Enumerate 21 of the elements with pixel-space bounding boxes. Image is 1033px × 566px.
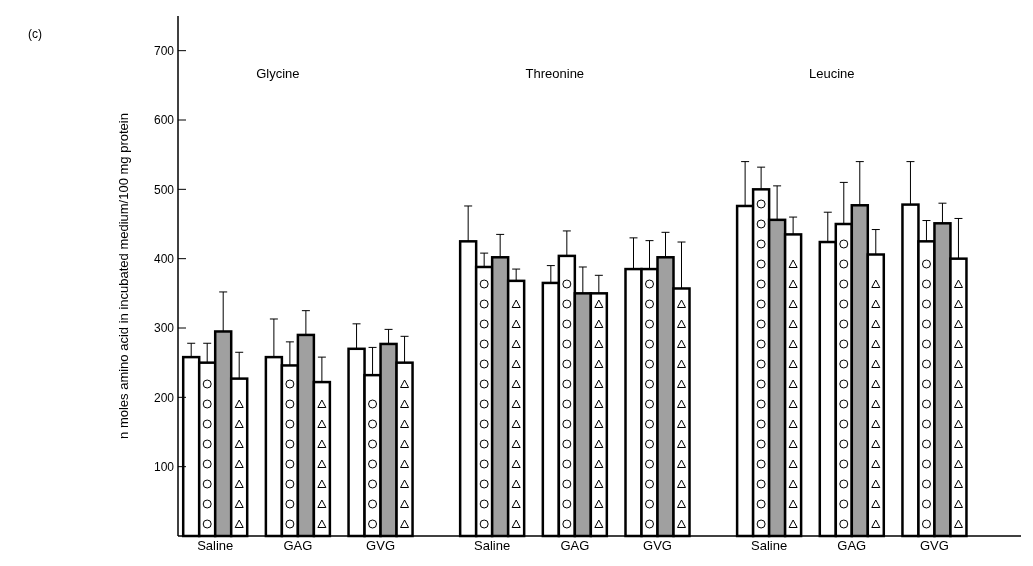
x-tick-label: Saline	[474, 538, 511, 553]
x-tick-label: Saline	[197, 538, 234, 553]
x-tick-label: Saline	[751, 538, 788, 553]
annotation: Threonine	[525, 66, 585, 82]
y-tick-label: 300	[153, 321, 175, 336]
text: (c)	[28, 27, 42, 41]
annotation: Glycine	[256, 66, 300, 82]
x-tick-label: GVG	[920, 538, 949, 553]
y-tick-label: 100	[153, 459, 175, 474]
y-tick-label: 500	[153, 182, 175, 197]
x-tick-label: GAG	[837, 538, 867, 553]
y-axis-title: n moles amino acid in incubated medium/100 mg protein	[116, 113, 131, 439]
x-tick-label: GAG	[283, 538, 313, 553]
y-tick-label: 600	[153, 113, 175, 128]
x-tick-label: GVG	[643, 538, 672, 553]
y-tick-label: 400	[153, 251, 175, 266]
annotation: Leucine	[809, 66, 855, 82]
y-tick-label: 700	[153, 43, 175, 58]
x-tick-label: GAG	[560, 538, 590, 553]
y-tick-label: 200	[153, 390, 175, 405]
x-tick-label: GVG	[366, 538, 395, 553]
